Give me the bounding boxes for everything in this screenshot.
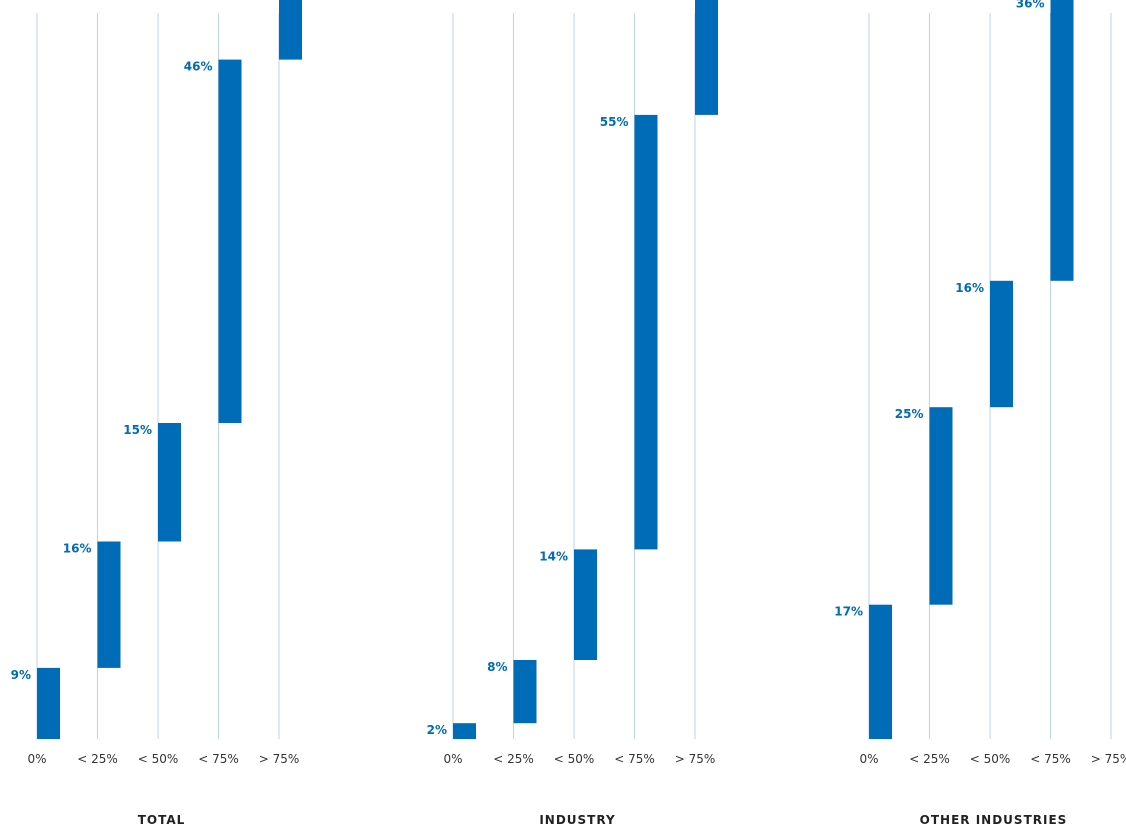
x-tick-label: > 75% bbox=[259, 752, 300, 766]
bar bbox=[695, 0, 718, 115]
chart-panel-3: 0%< 25%< 50%< 75%> 75%17%25%16%36%2%OTHE… bbox=[834, 0, 1126, 827]
x-tick-label: < 25% bbox=[77, 752, 118, 766]
data-label: 9% bbox=[11, 668, 31, 682]
x-tick-label: < 25% bbox=[909, 752, 950, 766]
data-label: 46% bbox=[184, 60, 213, 74]
bar bbox=[218, 59, 242, 423]
x-tick-label: < 75% bbox=[1030, 752, 1071, 766]
data-label: 17% bbox=[834, 605, 863, 619]
data-label: 55% bbox=[600, 115, 629, 129]
chart-panel-1: 0%< 25%< 50%< 75%> 75%9%16%15%46%10%TOTA… bbox=[11, 0, 302, 827]
bar bbox=[513, 660, 537, 724]
data-label: 14% bbox=[539, 549, 568, 563]
data-label: 8% bbox=[487, 660, 507, 674]
chart-title: INDUSTRY bbox=[539, 813, 615, 827]
x-tick-label: > 75% bbox=[1091, 752, 1126, 766]
x-tick-label: 0% bbox=[859, 752, 878, 766]
x-tick-label: < 75% bbox=[614, 752, 655, 766]
bar bbox=[97, 541, 121, 668]
bar bbox=[990, 280, 1013, 408]
data-label: 16% bbox=[955, 281, 984, 295]
bar bbox=[929, 407, 953, 605]
x-tick-label: < 25% bbox=[493, 752, 534, 766]
data-label: 2% bbox=[427, 723, 447, 737]
bar bbox=[37, 667, 60, 739]
x-tick-label: 0% bbox=[27, 752, 46, 766]
x-tick-label: > 75% bbox=[675, 752, 716, 766]
bar bbox=[279, 0, 302, 60]
bar bbox=[574, 549, 597, 660]
bar bbox=[634, 114, 658, 550]
bar bbox=[158, 423, 181, 542]
chart-title: TOTAL bbox=[138, 813, 186, 827]
chart-panel-2: 0%< 25%< 50%< 75%> 75%2%8%14%55%17%INDUS… bbox=[427, 0, 718, 827]
x-tick-label: 0% bbox=[443, 752, 462, 766]
bar bbox=[453, 723, 476, 739]
x-tick-label: < 75% bbox=[198, 752, 239, 766]
data-label: 25% bbox=[895, 407, 924, 421]
data-label: 36% bbox=[1016, 0, 1045, 10]
bar bbox=[1050, 0, 1074, 281]
chart-title: OTHER INDUSTRIES bbox=[920, 813, 1068, 827]
x-tick-label: < 50% bbox=[138, 752, 179, 766]
x-tick-label: < 50% bbox=[970, 752, 1011, 766]
x-tick-label: < 50% bbox=[554, 752, 595, 766]
data-label: 16% bbox=[63, 542, 92, 556]
bar bbox=[869, 604, 892, 739]
data-label: 15% bbox=[123, 423, 152, 437]
